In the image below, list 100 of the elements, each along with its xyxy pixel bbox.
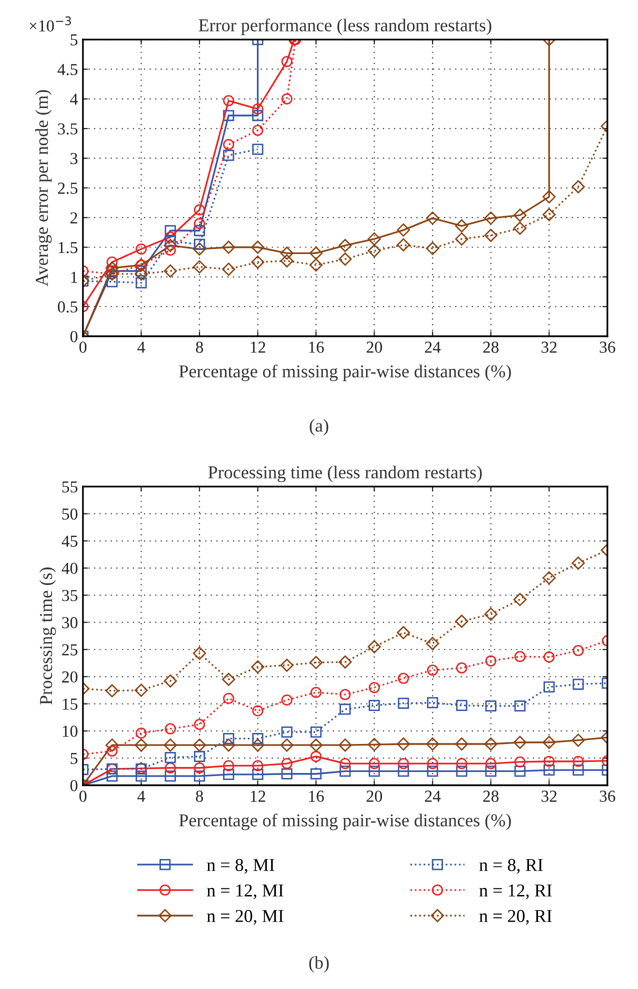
- point: [192, 260, 206, 274]
- point: [396, 737, 410, 751]
- legend-label: n = 20, RI: [479, 910, 552, 925]
- point: [368, 232, 381, 246]
- point: [484, 608, 498, 621]
- point: [164, 770, 176, 782]
- text: (a): [310, 419, 328, 436]
- point: [106, 256, 118, 268]
- point: [427, 697, 438, 708]
- x-tick-label: 12: [250, 342, 266, 353]
- chart-title: Processing time (less random restarts): [208, 466, 482, 482]
- point: [542, 571, 556, 584]
- point: [192, 242, 206, 256]
- point: [252, 103, 264, 115]
- point: [309, 656, 323, 670]
- point: [485, 700, 496, 712]
- point: [136, 243, 147, 255]
- y-tick-label: 3.5: [58, 123, 78, 135]
- point: [252, 124, 264, 136]
- y-tick-label: 4: [70, 94, 78, 105]
- point: [368, 244, 381, 258]
- x-tick-label: 16: [309, 342, 324, 353]
- point: [223, 139, 234, 150]
- point: [368, 682, 380, 694]
- x-tick-label: 8: [196, 790, 204, 802]
- text: (b): [309, 956, 329, 972]
- point: [252, 768, 264, 780]
- point: [223, 692, 234, 704]
- point: [338, 238, 352, 252]
- point: [572, 678, 584, 690]
- point: [136, 265, 147, 277]
- point: [164, 238, 177, 252]
- point: [106, 276, 118, 288]
- point: [164, 244, 176, 256]
- point: [222, 738, 236, 752]
- legend-label: n = 20, MI: [206, 910, 284, 925]
- x-tick-label: 0: [79, 342, 86, 353]
- point: [485, 758, 496, 770]
- point: [194, 204, 206, 216]
- x-tick-label: 12: [250, 790, 266, 802]
- point: [222, 240, 236, 254]
- point: [194, 770, 206, 782]
- point: [164, 236, 176, 247]
- point: [164, 752, 176, 764]
- point: [223, 768, 234, 780]
- point: [280, 658, 294, 672]
- point: [368, 640, 381, 654]
- point: [134, 267, 148, 281]
- point: [164, 723, 176, 734]
- point: [455, 737, 468, 751]
- point: [251, 240, 264, 254]
- point: [164, 762, 176, 774]
- point: [310, 726, 322, 738]
- point: [368, 766, 380, 777]
- point: [194, 762, 206, 774]
- point: [223, 760, 234, 772]
- point: [105, 738, 119, 752]
- point: [340, 758, 351, 770]
- point: [281, 726, 292, 738]
- point: [398, 672, 409, 684]
- point: [164, 674, 177, 688]
- y-tick-label: 5: [70, 752, 78, 764]
- point: [513, 736, 527, 749]
- point: [136, 728, 147, 739]
- y-tick-label: 2: [70, 212, 78, 224]
- y-tick-label: 0: [70, 780, 78, 792]
- x-tick-label: 36: [600, 342, 616, 353]
- point: [544, 764, 555, 776]
- y-tick-label: 35: [62, 590, 78, 602]
- point: [427, 664, 438, 676]
- point: [281, 56, 292, 68]
- point: [396, 626, 410, 640]
- y-tick-label: 25: [62, 644, 78, 656]
- x-tick-label: 0: [79, 790, 86, 802]
- point: [426, 242, 440, 256]
- point: [252, 733, 264, 744]
- x-tick-label: 36: [600, 790, 616, 802]
- point: [484, 212, 498, 225]
- x-tick-label: 24: [424, 790, 441, 802]
- point: [542, 736, 556, 749]
- x-tick-label: 4: [137, 790, 146, 802]
- point: [251, 738, 264, 752]
- point: [485, 655, 496, 666]
- point: [280, 246, 294, 260]
- legend-label: n = 12, RI: [479, 884, 552, 900]
- point: [309, 246, 323, 260]
- point: [427, 766, 438, 777]
- point: [194, 238, 206, 250]
- point: [572, 180, 585, 194]
- point: [222, 262, 236, 276]
- x-axis-title: Percentage of missing pair-wise distances (%): [179, 814, 511, 830]
- y-tick-label: 20: [62, 671, 78, 683]
- legend-label: n = 8, MI: [206, 858, 274, 874]
- point: [310, 768, 322, 780]
- point: [456, 662, 468, 674]
- x-tick-label: 16: [309, 790, 324, 802]
- legend-label: n = 8, RI: [479, 858, 543, 874]
- y-tick-label: 0: [70, 330, 78, 342]
- point: [426, 212, 440, 225]
- point: [192, 646, 206, 660]
